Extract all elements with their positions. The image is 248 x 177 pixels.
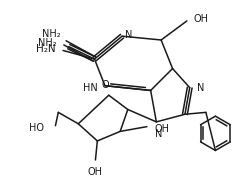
Text: O: O — [101, 79, 109, 90]
Text: H₂N: H₂N — [36, 44, 56, 54]
Text: OH: OH — [88, 167, 103, 177]
Text: OH: OH — [193, 14, 209, 24]
Text: NH₂: NH₂ — [42, 29, 60, 39]
Text: HO: HO — [29, 123, 44, 133]
Text: NH₂: NH₂ — [38, 38, 56, 48]
Text: OH: OH — [155, 124, 169, 134]
Text: HN: HN — [83, 83, 97, 93]
Text: N: N — [155, 130, 162, 139]
Text: N: N — [197, 83, 205, 93]
Text: N: N — [125, 30, 132, 40]
